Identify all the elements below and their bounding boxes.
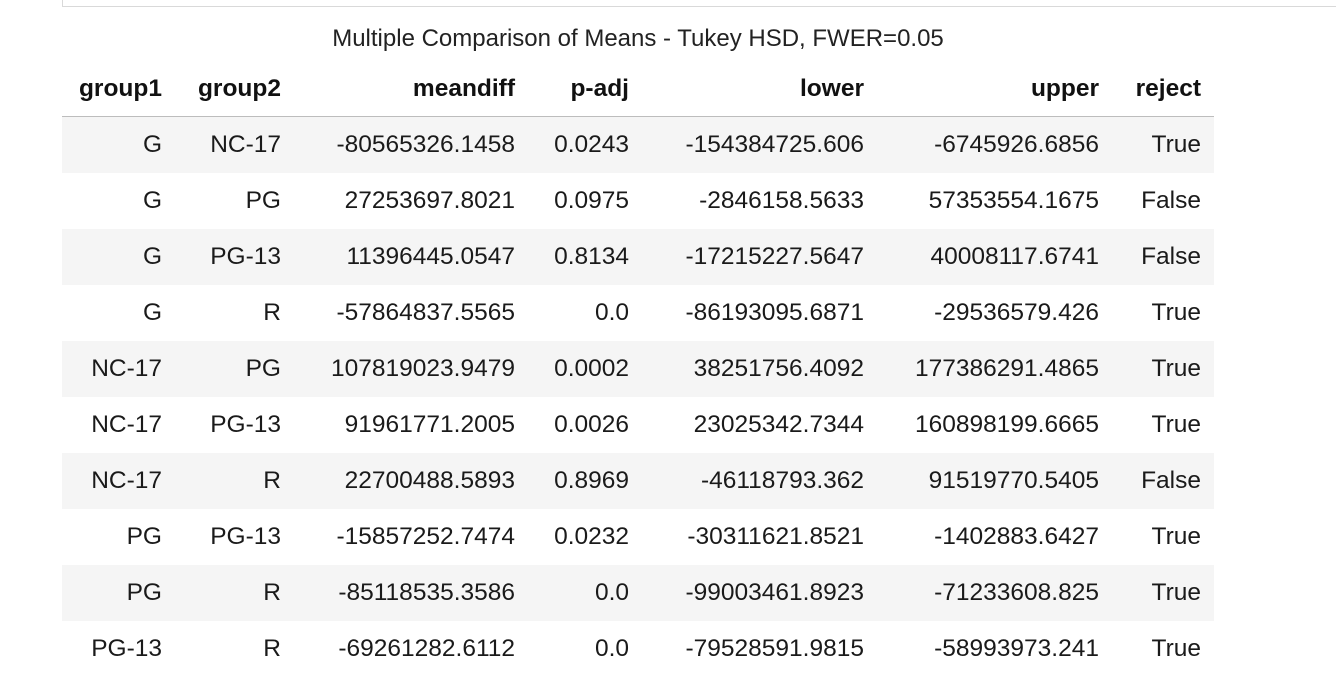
cell-group1: PG-13	[62, 621, 175, 677]
cell-group1: G	[62, 229, 175, 285]
table-row: NC-17 PG 107819023.9479 0.0002 38251756.4092…	[62, 341, 1214, 397]
cell-upper: -71233608.825	[877, 565, 1112, 621]
cell-meandiff: 107819023.9479	[294, 341, 528, 397]
column-header-lower: lower	[642, 62, 877, 117]
column-header-p-adj: p-adj	[528, 62, 642, 117]
column-header-meandiff: meandiff	[294, 62, 528, 117]
cell-reject: True	[1112, 565, 1214, 621]
cell-group1: NC-17	[62, 341, 175, 397]
cell-lower: 38251756.4092	[642, 341, 877, 397]
cell-lower: 23025342.7344	[642, 397, 877, 453]
cell-group2: PG	[175, 341, 294, 397]
column-header-group1: group1	[62, 62, 175, 117]
cell-upper: 40008117.6741	[877, 229, 1112, 285]
cell-p-adj: 0.0002	[528, 341, 642, 397]
cell-p-adj: 0.0	[528, 621, 642, 677]
cell-p-adj: 0.8969	[528, 453, 642, 509]
cell-p-adj: 0.8134	[528, 229, 642, 285]
cell-group2: PG	[175, 173, 294, 229]
cell-reject: False	[1112, 229, 1214, 285]
table-row: G PG 27253697.8021 0.0975 -2846158.5633 57353…	[62, 173, 1214, 229]
cell-group2: R	[175, 621, 294, 677]
cell-meandiff: 22700488.5893	[294, 453, 528, 509]
cell-meandiff: 91961771.2005	[294, 397, 528, 453]
cell-group2: PG-13	[175, 229, 294, 285]
cell-reject: False	[1112, 173, 1214, 229]
column-header-upper: upper	[877, 62, 1112, 117]
cell-upper: -29536579.426	[877, 285, 1112, 341]
cell-group1: G	[62, 285, 175, 341]
table-row: G R -57864837.5565 0.0 -86193095.6871 -295365…	[62, 285, 1214, 341]
cell-lower: -46118793.362	[642, 453, 877, 509]
cell-upper: -1402883.6427	[877, 509, 1112, 565]
cell-group2: NC-17	[175, 116, 294, 173]
cell-group1: G	[62, 116, 175, 173]
table-body: G NC-17 -80565326.1458 0.0243 -154384725.606…	[62, 116, 1214, 677]
tukey-hsd-table: group1 group2 meandiff p-adj lower upper…	[62, 62, 1214, 677]
cell-lower: -79528591.9815	[642, 621, 877, 677]
cell-lower: -99003461.8923	[642, 565, 877, 621]
table-row: G NC-17 -80565326.1458 0.0243 -154384725.606…	[62, 116, 1214, 173]
cell-reject: True	[1112, 397, 1214, 453]
table-row: PG-13 R -69261282.6112 0.0 -79528591.9815 -58…	[62, 621, 1214, 677]
cell-upper: 160898199.6665	[877, 397, 1112, 453]
cell-group1: NC-17	[62, 397, 175, 453]
cell-group1: G	[62, 173, 175, 229]
cell-reject: True	[1112, 509, 1214, 565]
cell-p-adj: 0.0026	[528, 397, 642, 453]
cell-group2: PG-13	[175, 397, 294, 453]
cell-lower: -154384725.606	[642, 116, 877, 173]
cell-group1: PG	[62, 509, 175, 565]
table-header-row: group1 group2 meandiff p-adj lower upper…	[62, 62, 1214, 117]
cell-reject: True	[1112, 285, 1214, 341]
cell-group2: PG-13	[175, 509, 294, 565]
cell-meandiff: -80565326.1458	[294, 116, 528, 173]
table-row: G PG-13 11396445.0547 0.8134 -17215227.5647 4…	[62, 229, 1214, 285]
cell-reject: True	[1112, 621, 1214, 677]
cell-group2: R	[175, 565, 294, 621]
cell-group2: R	[175, 285, 294, 341]
cell-lower: -17215227.5647	[642, 229, 877, 285]
cell-group1: NC-17	[62, 453, 175, 509]
cell-meandiff: -15857252.7474	[294, 509, 528, 565]
cell-group1: PG	[62, 565, 175, 621]
table-row: NC-17 R 22700488.5893 0.8969 -46118793.362 91…	[62, 453, 1214, 509]
cell-meandiff: -57864837.5565	[294, 285, 528, 341]
table-row: PG R -85118535.3586 0.0 -99003461.8923 -71233…	[62, 565, 1214, 621]
cell-p-adj: 0.0975	[528, 173, 642, 229]
cell-upper: 91519770.5405	[877, 453, 1112, 509]
cell-upper: -6745926.6856	[877, 116, 1112, 173]
cell-upper: 57353554.1675	[877, 173, 1112, 229]
table-caption: Multiple Comparison of Means - Tukey HSD…	[332, 25, 944, 52]
cell-meandiff: -85118535.3586	[294, 565, 528, 621]
cell-reject: True	[1112, 116, 1214, 173]
table-row: PG PG-13 -15857252.7474 0.0232 -30311621.852…	[62, 509, 1214, 565]
cell-p-adj: 0.0	[528, 285, 642, 341]
cell-lower: -86193095.6871	[642, 285, 877, 341]
cell-group2: R	[175, 453, 294, 509]
cell-upper: 177386291.4865	[877, 341, 1112, 397]
previous-cell-border	[62, 0, 1336, 7]
cell-p-adj: 0.0232	[528, 509, 642, 565]
column-header-reject: reject	[1112, 62, 1214, 117]
cell-upper: -58993973.241	[877, 621, 1112, 677]
cell-reject: True	[1112, 341, 1214, 397]
cell-meandiff: -69261282.6112	[294, 621, 528, 677]
cell-lower: -2846158.5633	[642, 173, 877, 229]
cell-p-adj: 0.0	[528, 565, 642, 621]
cell-lower: -30311621.8521	[642, 509, 877, 565]
table-row: NC-17 PG-13 91961771.2005 0.0026 23025342.73…	[62, 397, 1214, 453]
cell-reject: False	[1112, 453, 1214, 509]
cell-meandiff: 11396445.0547	[294, 229, 528, 285]
cell-meandiff: 27253697.8021	[294, 173, 528, 229]
column-header-group2: group2	[175, 62, 294, 117]
cell-p-adj: 0.0243	[528, 116, 642, 173]
